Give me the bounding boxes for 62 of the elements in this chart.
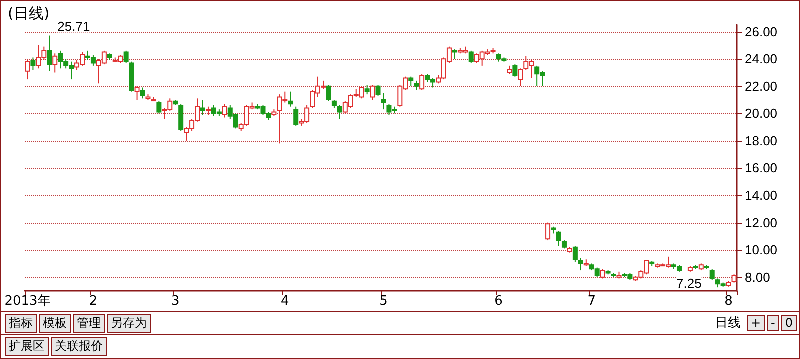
text: 扩展区 — [5, 336, 49, 356]
y-tick-label: 16.00 — [745, 160, 778, 176]
annotation: 25.71 — [58, 18, 90, 34]
candlestick — [288, 91, 294, 108]
candlestick — [294, 106, 299, 126]
candlestick — [408, 76, 414, 87]
candlestick — [156, 100, 162, 114]
y-tick-label: 26.00 — [745, 24, 778, 40]
x-tick-label: 4 — [281, 294, 290, 309]
candlestick — [47, 35, 52, 72]
x-tick-label: 8 — [724, 294, 733, 309]
candlestick — [381, 92, 386, 110]
candlestick — [134, 86, 140, 101]
candlestick — [556, 230, 562, 246]
y-tick-label: 24.00 — [745, 52, 778, 67]
text: 0 — [781, 315, 797, 331]
x-tick-label: 2 — [89, 294, 98, 309]
y-tick-label: 22.00 — [745, 78, 778, 94]
y-tick-label: 14.00 — [745, 188, 778, 204]
candlestick — [376, 84, 381, 96]
candlestick — [370, 84, 376, 101]
candlestick — [600, 268, 606, 280]
candlestick — [420, 74, 425, 91]
candlestick — [52, 53, 58, 74]
y-tick-label: 8.00 — [745, 270, 770, 285]
candlestick — [572, 245, 578, 263]
candlestick — [140, 87, 146, 100]
y-tick-label: 10.00 — [745, 242, 778, 258]
candlestick — [30, 57, 36, 71]
candlestick — [364, 84, 370, 96]
candlestick — [468, 50, 474, 64]
candlestick — [25, 58, 30, 80]
candlestick — [337, 104, 342, 120]
candlestick — [414, 80, 420, 91]
candlestick — [578, 258, 584, 272]
text: 另存为 — [107, 314, 151, 332]
text: + — [746, 315, 766, 331]
text: - — [767, 315, 780, 331]
candlestick — [200, 100, 206, 116]
text: 管理 — [73, 314, 105, 332]
text: 日线 — [714, 315, 741, 332]
x-tick-label: 6 — [494, 294, 503, 309]
x-tick-label: 5 — [380, 294, 388, 309]
candlestick — [326, 84, 332, 102]
annotation: 7.25 — [676, 276, 702, 292]
candlestick — [512, 64, 518, 78]
text: 关联报价 — [51, 336, 107, 356]
candlestick — [222, 104, 228, 118]
text: 指标 — [5, 314, 37, 332]
y-tick-label: 18.00 — [745, 133, 778, 148]
candlestick — [124, 50, 129, 64]
text: 模板 — [39, 314, 71, 332]
candlestick — [546, 222, 551, 242]
candlestick — [518, 68, 524, 87]
candlestick — [452, 49, 458, 60]
y-tick-label: 20.00 — [745, 106, 778, 122]
y-tick-label: 12.00 — [745, 215, 778, 230]
x-tick-label: 7 — [588, 294, 596, 309]
candlestick — [710, 268, 715, 281]
x-tick-label: 3 — [171, 294, 180, 309]
chart-title: (日线) — [8, 4, 50, 22]
x-tick-label: 2013年 — [4, 294, 51, 309]
